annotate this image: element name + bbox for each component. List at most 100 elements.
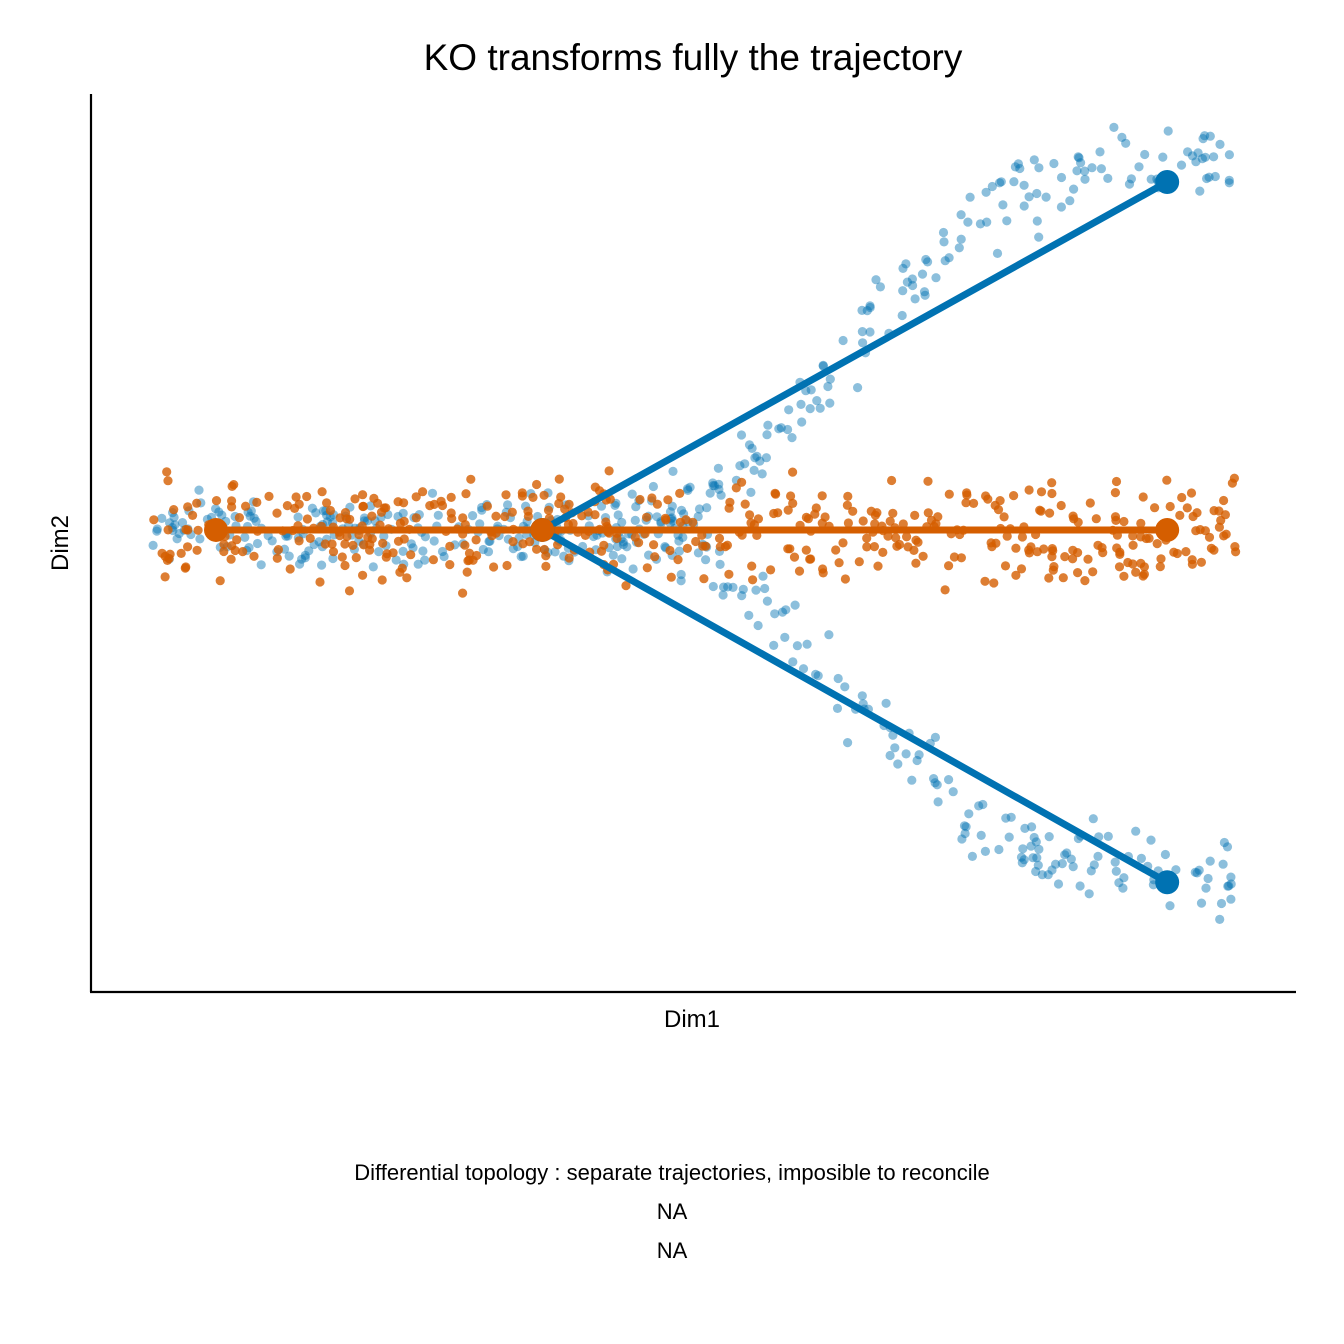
cell-point	[539, 490, 549, 500]
cell-point	[1062, 848, 1072, 858]
cell-point	[1004, 832, 1014, 842]
cell-point	[1060, 850, 1070, 860]
cell-point	[458, 588, 468, 598]
cell-point	[691, 536, 701, 547]
cell-point	[622, 542, 632, 552]
cell-point	[931, 273, 941, 283]
cell-point	[311, 508, 321, 518]
cell-point	[881, 698, 891, 708]
cell-point	[903, 542, 913, 552]
cell-point	[1214, 506, 1224, 516]
cell-point	[341, 514, 352, 524]
cell-point	[160, 551, 170, 562]
cell-point	[1140, 149, 1150, 160]
cell-point	[181, 562, 191, 572]
cell-point	[215, 576, 225, 586]
cell-point	[461, 489, 471, 499]
cell-point	[413, 559, 423, 569]
cell-point	[234, 513, 244, 523]
cell-point	[1044, 573, 1054, 583]
cell-point	[781, 605, 791, 615]
cell-point	[162, 467, 172, 477]
cell-point	[1080, 166, 1090, 176]
cell-point	[219, 546, 229, 557]
cell-point	[348, 540, 358, 551]
cell-point	[911, 558, 921, 568]
cell-point	[887, 475, 897, 486]
cell-point	[693, 511, 703, 522]
cell-point	[801, 545, 811, 555]
cell-point	[1121, 138, 1131, 148]
cell-point	[1203, 873, 1213, 884]
cell-point	[838, 538, 848, 548]
cell-point	[798, 664, 809, 674]
cell-point	[818, 564, 828, 574]
cell-point	[1138, 571, 1148, 581]
cell-point	[1043, 870, 1053, 880]
trajectory-milestone	[1155, 517, 1180, 542]
cell-point	[878, 547, 888, 558]
cell-point	[1224, 178, 1234, 188]
cell-point	[1183, 147, 1193, 157]
cell-point	[981, 187, 991, 197]
cell-point	[149, 515, 159, 525]
cell-point	[1224, 150, 1234, 160]
cell-point	[1139, 562, 1149, 572]
cell-point	[560, 504, 570, 514]
cell-point	[789, 552, 800, 562]
cell-point	[358, 570, 368, 580]
cell-point	[427, 488, 438, 498]
cell-point	[157, 513, 167, 524]
cell-point	[627, 489, 637, 499]
cell-point	[1093, 851, 1103, 862]
cell-point	[761, 453, 772, 463]
cell-point	[1073, 568, 1083, 578]
cell-point	[344, 586, 355, 596]
cell-point	[650, 552, 660, 562]
cell-point	[1024, 192, 1034, 202]
cell-point	[776, 423, 786, 433]
cell-point	[762, 596, 773, 606]
cell-point	[746, 518, 756, 528]
cell-point	[418, 546, 428, 556]
cell-point	[666, 572, 676, 582]
cell-point	[1169, 547, 1179, 557]
cell-point	[995, 178, 1005, 188]
cell-point	[1020, 823, 1030, 834]
cell-point	[337, 552, 347, 562]
cell-point	[393, 497, 403, 507]
cell-point	[744, 610, 754, 621]
cell-point	[302, 491, 312, 502]
cell-point	[1163, 126, 1173, 136]
cell-point	[282, 501, 292, 511]
cell-point	[980, 846, 991, 857]
cell-point	[1200, 131, 1210, 141]
y-axis-label: Dim2	[47, 515, 74, 571]
cell-point	[320, 539, 330, 549]
cell-point	[661, 515, 671, 525]
trajectory-milestone	[204, 517, 229, 542]
cell-point	[174, 528, 184, 539]
cell-point	[418, 487, 428, 497]
cell-point	[1056, 172, 1067, 183]
cell-point	[307, 503, 317, 513]
cell-point	[1097, 543, 1107, 553]
cell-point	[491, 511, 501, 521]
cell-point	[831, 545, 841, 555]
cell-point	[381, 552, 391, 562]
cell-point	[1224, 881, 1234, 891]
cell-point	[163, 525, 173, 535]
cell-point	[1109, 122, 1119, 132]
cell-point	[731, 483, 741, 493]
cell-point	[1136, 853, 1146, 864]
cell-point	[1010, 162, 1021, 172]
cell-point	[1072, 166, 1082, 176]
cell-point	[300, 550, 310, 561]
cell-point	[227, 496, 237, 506]
cell-point	[590, 482, 600, 492]
cell-point	[437, 546, 448, 557]
cell-point	[667, 501, 677, 511]
plot-area	[148, 122, 1241, 925]
cell-point	[621, 581, 631, 591]
cell-point	[913, 537, 923, 547]
